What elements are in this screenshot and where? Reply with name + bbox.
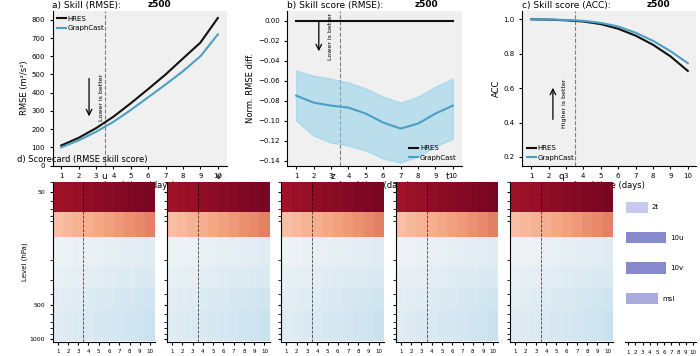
GraphCast: [92, 130, 100, 134]
Line: GraphCast: GraphCast: [531, 19, 688, 63]
Text: z500: z500: [414, 0, 438, 9]
HRES: [631, 33, 640, 38]
GraphCast: [344, 105, 353, 110]
HRES: [579, 19, 587, 23]
Bar: [626, 201, 648, 213]
Title: q: q: [559, 172, 564, 181]
Text: Lower is better: Lower is better: [328, 12, 332, 60]
GraphCast: [178, 69, 187, 73]
HRES: [178, 56, 187, 61]
HRES: [527, 17, 536, 21]
Legend: HRES, GraphCast: HRES, GraphCast: [526, 144, 576, 162]
GraphCast: [379, 120, 387, 125]
Legend: HRES, GraphCast: HRES, GraphCast: [56, 14, 106, 32]
X-axis label: Lead time (days): Lead time (days): [574, 180, 645, 189]
GraphCast: [396, 126, 405, 131]
Title: v: v: [216, 172, 221, 181]
Text: z500: z500: [148, 0, 171, 9]
GraphCast: [579, 19, 587, 23]
GraphCast: [666, 49, 675, 53]
Y-axis label: ACC: ACC: [492, 79, 500, 97]
HRES: [649, 43, 657, 47]
HRES: [196, 41, 204, 45]
Text: b) Skill score (RMSE):: b) Skill score (RMSE):: [288, 1, 386, 10]
HRES: [92, 126, 100, 130]
Bar: [626, 262, 666, 274]
GraphCast: [649, 39, 657, 43]
Line: HRES: HRES: [61, 18, 218, 146]
Y-axis label: Norm. RMSE diff.: Norm. RMSE diff.: [246, 53, 256, 123]
GraphCast: [144, 95, 153, 99]
HRES: [292, 19, 300, 23]
HRES: [379, 19, 387, 23]
GraphCast: [596, 21, 605, 25]
HRES: [414, 19, 422, 23]
X-axis label: Lead time (days): Lead time (days): [339, 180, 410, 189]
HRES: [214, 16, 222, 20]
GraphCast: [562, 18, 570, 22]
HRES: [344, 19, 353, 23]
Line: GraphCast: GraphCast: [61, 35, 218, 147]
Title: u: u: [101, 172, 106, 181]
HRES: [74, 136, 83, 140]
HRES: [109, 115, 118, 119]
Text: Lower is better: Lower is better: [99, 74, 104, 121]
GraphCast: [109, 120, 118, 124]
Text: d) Scorecard (RMSE skill score): d) Scorecard (RMSE skill score): [17, 155, 147, 164]
HRES: [431, 19, 440, 23]
GraphCast: [631, 31, 640, 35]
GraphCast: [327, 104, 335, 108]
HRES: [144, 87, 153, 91]
HRES: [309, 19, 318, 23]
GraphCast: [362, 111, 370, 116]
Title: t: t: [445, 172, 449, 181]
GraphCast: [214, 32, 222, 37]
HRES: [362, 19, 370, 23]
Text: c) Skill score (ACC):: c) Skill score (ACC):: [522, 1, 614, 10]
HRES: [449, 19, 457, 23]
Text: msl: msl: [663, 295, 675, 302]
GraphCast: [545, 17, 553, 22]
HRES: [127, 101, 135, 105]
HRES: [545, 17, 553, 22]
Text: 10v: 10v: [670, 265, 683, 271]
X-axis label: Lead time (days): Lead time (days): [104, 180, 175, 189]
Line: HRES: HRES: [531, 19, 688, 71]
HRES: [596, 22, 605, 26]
GraphCast: [684, 61, 692, 65]
GraphCast: [57, 145, 65, 150]
GraphCast: [449, 104, 457, 108]
GraphCast: [309, 100, 318, 105]
HRES: [562, 18, 570, 22]
HRES: [396, 19, 405, 23]
Y-axis label: RMSE (m²/s²): RMSE (m²/s²): [20, 61, 29, 115]
Text: 2t: 2t: [652, 204, 659, 210]
Legend: HRES, GraphCast: HRES, GraphCast: [408, 144, 458, 162]
GraphCast: [431, 111, 440, 116]
GraphCast: [614, 24, 622, 28]
GraphCast: [74, 138, 83, 142]
Y-axis label: Level (hPa): Level (hPa): [22, 242, 28, 281]
GraphCast: [292, 94, 300, 98]
Title: z: z: [330, 172, 335, 181]
HRES: [614, 27, 622, 31]
Bar: [626, 232, 666, 243]
HRES: [57, 143, 65, 148]
Bar: [626, 293, 659, 304]
GraphCast: [162, 82, 170, 87]
Text: Higher is better: Higher is better: [561, 79, 566, 128]
HRES: [684, 69, 692, 73]
Text: 10u: 10u: [670, 235, 683, 241]
GraphCast: [414, 121, 422, 126]
GraphCast: [127, 108, 135, 112]
HRES: [162, 72, 170, 77]
HRES: [327, 19, 335, 23]
GraphCast: [196, 54, 204, 58]
Text: z500: z500: [647, 0, 671, 9]
HRES: [666, 54, 675, 58]
Text: a) Skill (RMSE):: a) Skill (RMSE):: [52, 1, 125, 10]
GraphCast: [527, 17, 536, 21]
Line: GraphCast: GraphCast: [296, 96, 453, 129]
